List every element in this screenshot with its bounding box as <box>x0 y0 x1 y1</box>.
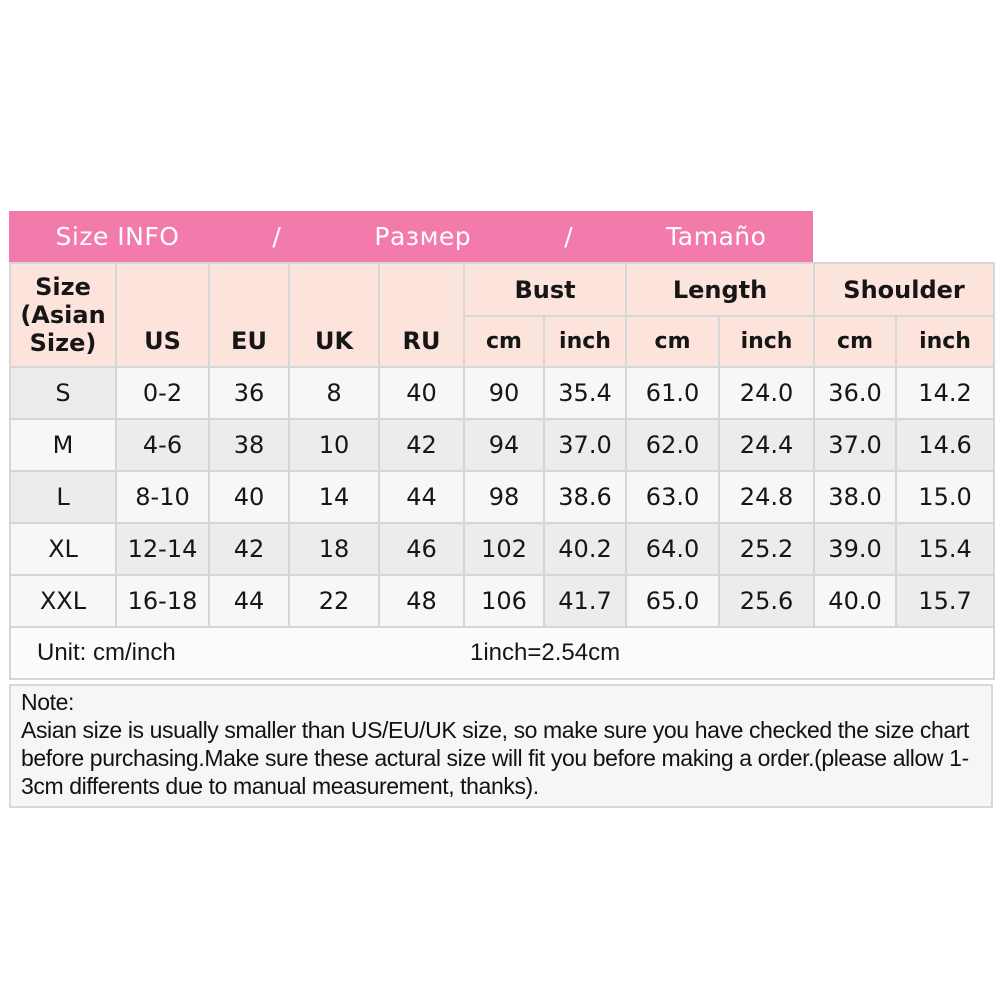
table-cell: 44 <box>378 470 465 524</box>
unit-label: Unit: cm/inch <box>37 639 176 666</box>
column-header-shoulder-cm: cm <box>813 315 898 368</box>
column-header-us: US <box>115 262 210 368</box>
note-box: Note: Asian size is usually smaller than… <box>9 684 993 808</box>
title-bar: Size INFO / Размер / Tamaño <box>9 211 813 262</box>
row-label: XL <box>9 522 117 576</box>
table-cell: 24.8 <box>718 470 816 524</box>
note-body-text: Asian size is usually smaller than US/EU… <box>21 717 969 799</box>
table-cell: 15.0 <box>895 470 996 524</box>
table-header: Size (Asian Size) US EU UK RU Bust Lengt… <box>9 262 996 368</box>
table-cell: 18 <box>288 522 380 576</box>
table-cell: 65.0 <box>625 574 721 628</box>
size-chart-table: Size (Asian Size) US EU UK RU Bust Lengt… <box>8 262 996 680</box>
table-cell: 36 <box>208 366 290 420</box>
column-header-shoulder-inch: inch <box>895 315 996 368</box>
table-cell: 38.6 <box>542 470 628 524</box>
size-row-s: S 0-2 36 8 40 90 35.4 61.0 24.0 36.0 14.… <box>9 366 996 420</box>
title-separator: / <box>272 222 282 251</box>
table-cell: 38 <box>208 418 290 472</box>
table-cell: 46 <box>378 522 465 576</box>
row-label: S <box>9 366 117 420</box>
table-cell: 15.7 <box>895 574 996 628</box>
table-cell: 40 <box>378 366 465 420</box>
table-cell: 8 <box>288 366 380 420</box>
size-row-xl: XL 12-14 42 18 46 102 40.2 64.0 25.2 39.… <box>9 522 996 576</box>
table-cell: 16-18 <box>115 574 210 628</box>
table-cell: 14 <box>288 470 380 524</box>
table-cell: 0-2 <box>115 366 210 420</box>
header-group-row: Size (Asian Size) US EU UK RU Bust Lengt… <box>9 262 996 368</box>
table-cell: 14.2 <box>895 366 996 420</box>
table-cell: 22 <box>288 574 380 628</box>
table-cell: 102 <box>463 522 545 576</box>
size-row-m: M 4-6 38 10 42 94 37.0 62.0 24.4 37.0 14… <box>9 418 996 472</box>
size-row-xxl: XXL 16-18 44 22 48 106 41.7 65.0 25.6 40… <box>9 574 996 628</box>
header-units-row: cm inch cm inch cm inch <box>10 315 996 368</box>
table-cell: 25.6 <box>718 574 816 628</box>
column-header-ru: RU <box>378 262 465 368</box>
table-cell: 64.0 <box>625 522 721 576</box>
table-cell: 62.0 <box>625 418 721 472</box>
column-header-shoulder: Shoulder <box>813 262 996 317</box>
table-cell: 90 <box>463 366 545 420</box>
table-cell: 40 <box>208 470 290 524</box>
table-cell: 98 <box>463 470 545 524</box>
table-cell: 94 <box>463 418 545 472</box>
title-segment-razmer: Размер <box>374 222 472 251</box>
table-cell: 8-10 <box>115 470 210 524</box>
table-cell: 36.0 <box>813 366 898 420</box>
column-header-eu: EU <box>208 262 290 368</box>
note-heading: Note: <box>21 689 74 715</box>
table-cell: 15.4 <box>895 522 996 576</box>
table-cell: 42 <box>378 418 465 472</box>
column-header-length-cm: cm <box>625 315 721 368</box>
column-header-length: Length <box>625 262 816 317</box>
row-label: XXL <box>9 574 117 628</box>
size-row-l: L 8-10 40 14 44 98 38.6 63.0 24.8 38.0 1… <box>9 470 996 524</box>
table-cell: 24.0 <box>718 366 816 420</box>
table-cell: 39.0 <box>813 522 898 576</box>
unit-row: Unit: cm/inch 1inch=2.54cm <box>8 626 996 680</box>
table-cell: 37.0 <box>813 418 898 472</box>
table-cell: 41.7 <box>542 574 628 628</box>
inch-conversion-label: 1inch=2.54cm <box>470 639 621 666</box>
table-cell: 63.0 <box>625 470 721 524</box>
column-header-length-inch: inch <box>718 315 816 368</box>
row-label: L <box>9 470 117 524</box>
table-cell: 106 <box>463 574 545 628</box>
table-cell: 14.6 <box>895 418 996 472</box>
title-segment-size-info: Size INFO <box>55 222 180 251</box>
table-cell: 38.0 <box>813 470 898 524</box>
table-cell: 44 <box>208 574 290 628</box>
table-cell: 48 <box>378 574 465 628</box>
row-label: M <box>9 418 117 472</box>
table-cell: 12-14 <box>115 522 210 576</box>
column-header-uk: UK <box>288 262 380 368</box>
unit-row-cell: Unit: cm/inch 1inch=2.54cm <box>8 626 996 680</box>
size-chart-sheet: Size INFO / Размер / Tamaño Size (Asian … <box>8 211 996 808</box>
table-cell: 61.0 <box>625 366 721 420</box>
table-cell: 24.4 <box>718 418 816 472</box>
title-separator: / <box>564 222 574 251</box>
table-cell: 42 <box>208 522 290 576</box>
table-body: S 0-2 36 8 40 90 35.4 61.0 24.0 36.0 14.… <box>8 366 996 680</box>
column-header-bust-inch: inch <box>542 315 628 368</box>
table-cell: 10 <box>288 418 380 472</box>
column-header-bust-cm: cm <box>463 315 545 368</box>
title-segment-tamano: Tamaño <box>666 222 767 251</box>
table-cell: 40.2 <box>542 522 628 576</box>
table-cell: 40.0 <box>813 574 898 628</box>
table-cell: 35.4 <box>542 366 628 420</box>
column-header-bust: Bust <box>462 262 628 317</box>
table-cell: 4-6 <box>115 418 210 472</box>
table-cell: 25.2 <box>718 522 816 576</box>
column-header-asian-size: Size (Asian Size) <box>9 262 117 368</box>
table-cell: 37.0 <box>542 418 628 472</box>
